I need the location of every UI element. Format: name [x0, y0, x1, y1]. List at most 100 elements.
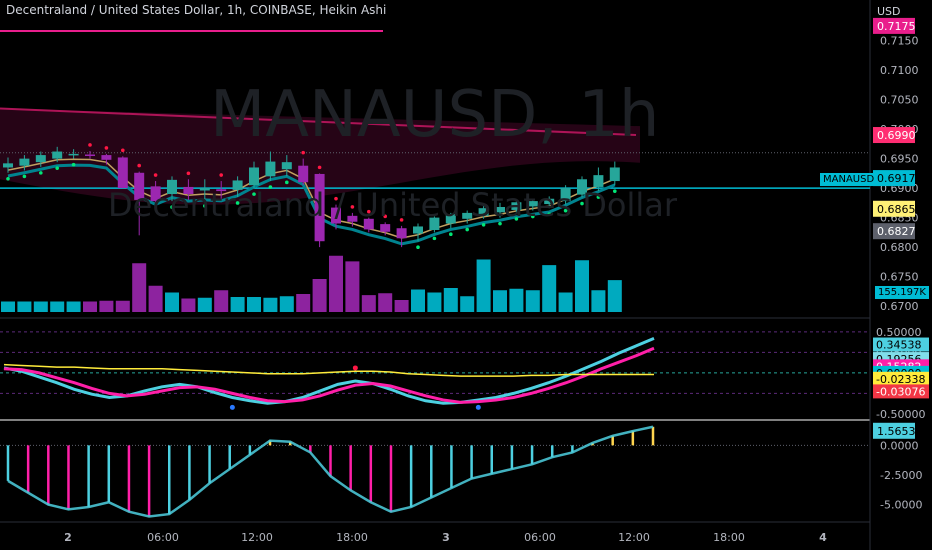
osc-badge-label: -0.03076: [876, 385, 925, 398]
volume-bar: [575, 260, 589, 312]
candle-body: [314, 173, 325, 242]
volume-bar: [558, 292, 573, 312]
cloud-band: [0, 108, 640, 205]
volume-bar: [312, 279, 327, 312]
volume-bar: [214, 290, 229, 312]
signal-dot: [531, 214, 535, 219]
candle-body: [380, 224, 391, 232]
candle-body: [199, 188, 210, 191]
candle-body: [265, 161, 276, 177]
volume-bar: [1, 301, 15, 312]
osc-badge: [873, 337, 929, 352]
volume-bar: [460, 296, 475, 312]
candle-body: [167, 179, 177, 195]
symbol-tag[interactable]: MANAUSD: [820, 173, 878, 186]
price-badge-label: 0.7175: [877, 20, 916, 33]
currency-label: USD: [877, 5, 901, 18]
signal-dot: [153, 173, 158, 177]
volume-bar: [607, 280, 622, 312]
signal-dot: [399, 218, 404, 222]
signal-dot: [481, 222, 486, 227]
time-axis-label: 06:00: [524, 531, 556, 544]
price-badge: [873, 170, 915, 187]
candle-body: [134, 172, 145, 200]
signal-dot: [596, 195, 601, 199]
osc-tick-label: -0.50000: [876, 408, 925, 421]
price-badge: [873, 223, 915, 240]
signal-dot: [580, 201, 584, 206]
signal-dot: [317, 165, 322, 170]
signal-dot: [432, 236, 437, 241]
osc-line: [3, 337, 655, 405]
signal-dot: [449, 232, 453, 237]
candle-body: [363, 218, 374, 230]
hist-badge: [873, 422, 915, 439]
volume-bar: [197, 297, 212, 312]
price-badge: [873, 127, 915, 144]
osc-line: [3, 363, 654, 377]
volume-bar: [33, 301, 48, 312]
signal-dot: [465, 227, 470, 232]
volume-bar: [247, 297, 261, 312]
osc-badge-label: 0.34538: [876, 339, 922, 352]
price-badge-label: 0.6990: [877, 129, 916, 142]
signal-dot: [71, 162, 76, 167]
price-tick-label: 0.7150: [880, 35, 919, 48]
osc-cross-dot: [352, 365, 358, 371]
chart-title: Decentraland / United States Dollar, 1h,…: [6, 3, 387, 17]
signal-dot: [498, 221, 502, 226]
volume-bar: [148, 285, 163, 312]
signal-dot: [219, 173, 223, 177]
signal-dot: [334, 196, 338, 201]
signal-dot: [367, 209, 371, 214]
signal-dot: [301, 150, 306, 155]
candle-body: [85, 154, 95, 156]
signal-dot: [383, 214, 388, 219]
volume-bar: [591, 290, 606, 312]
signal-dot: [121, 148, 125, 153]
signal-dot: [547, 212, 551, 216]
resistance-line: [0, 107, 637, 137]
hist-envelope-line: [7, 425, 654, 518]
osc-tick-label: 0.50000: [876, 326, 922, 339]
volume-bar: [263, 297, 278, 312]
price-tick-label: 0.6750: [880, 271, 919, 284]
candle-body: [298, 165, 309, 183]
candle-body: [183, 186, 194, 195]
candle-body: [19, 158, 30, 166]
candle-body: [495, 206, 505, 213]
signal-dot: [170, 205, 174, 209]
volume-bar: [361, 295, 376, 312]
hist-badge-label: 1.5653: [877, 425, 916, 438]
candle-body: [560, 188, 571, 202]
candle-body: [478, 208, 489, 216]
candle-body: [396, 228, 407, 239]
volume-bar: [181, 298, 196, 312]
signal-dot: [285, 180, 289, 185]
hist-tick-label: -2.5000: [880, 469, 922, 482]
candle-body: [68, 153, 79, 156]
time-axis-label: 4: [819, 531, 827, 544]
volume-bar: [99, 300, 114, 312]
volume-bar: [50, 301, 65, 312]
candle-body: [462, 212, 473, 219]
signal-dot: [350, 205, 355, 209]
candle-body: [150, 186, 161, 202]
price-badge-label: 0.6917: [877, 172, 916, 185]
osc-cross-dot: [475, 404, 481, 410]
osc-badge: [873, 384, 929, 399]
signal-dot: [416, 245, 420, 250]
signal-dot: [613, 189, 617, 193]
candle-body: [52, 151, 63, 159]
candle-body: [429, 217, 440, 231]
signal-dot: [22, 174, 27, 179]
volume-bar: [83, 301, 97, 312]
candle-body: [249, 167, 259, 186]
volume-bar: [427, 292, 442, 312]
time-axis-label: 2: [64, 531, 72, 544]
signal-dot: [137, 163, 141, 168]
price-badge-label: 0.6865: [877, 203, 916, 216]
volume-bar: [443, 288, 458, 312]
signal-dot: [55, 166, 59, 170]
